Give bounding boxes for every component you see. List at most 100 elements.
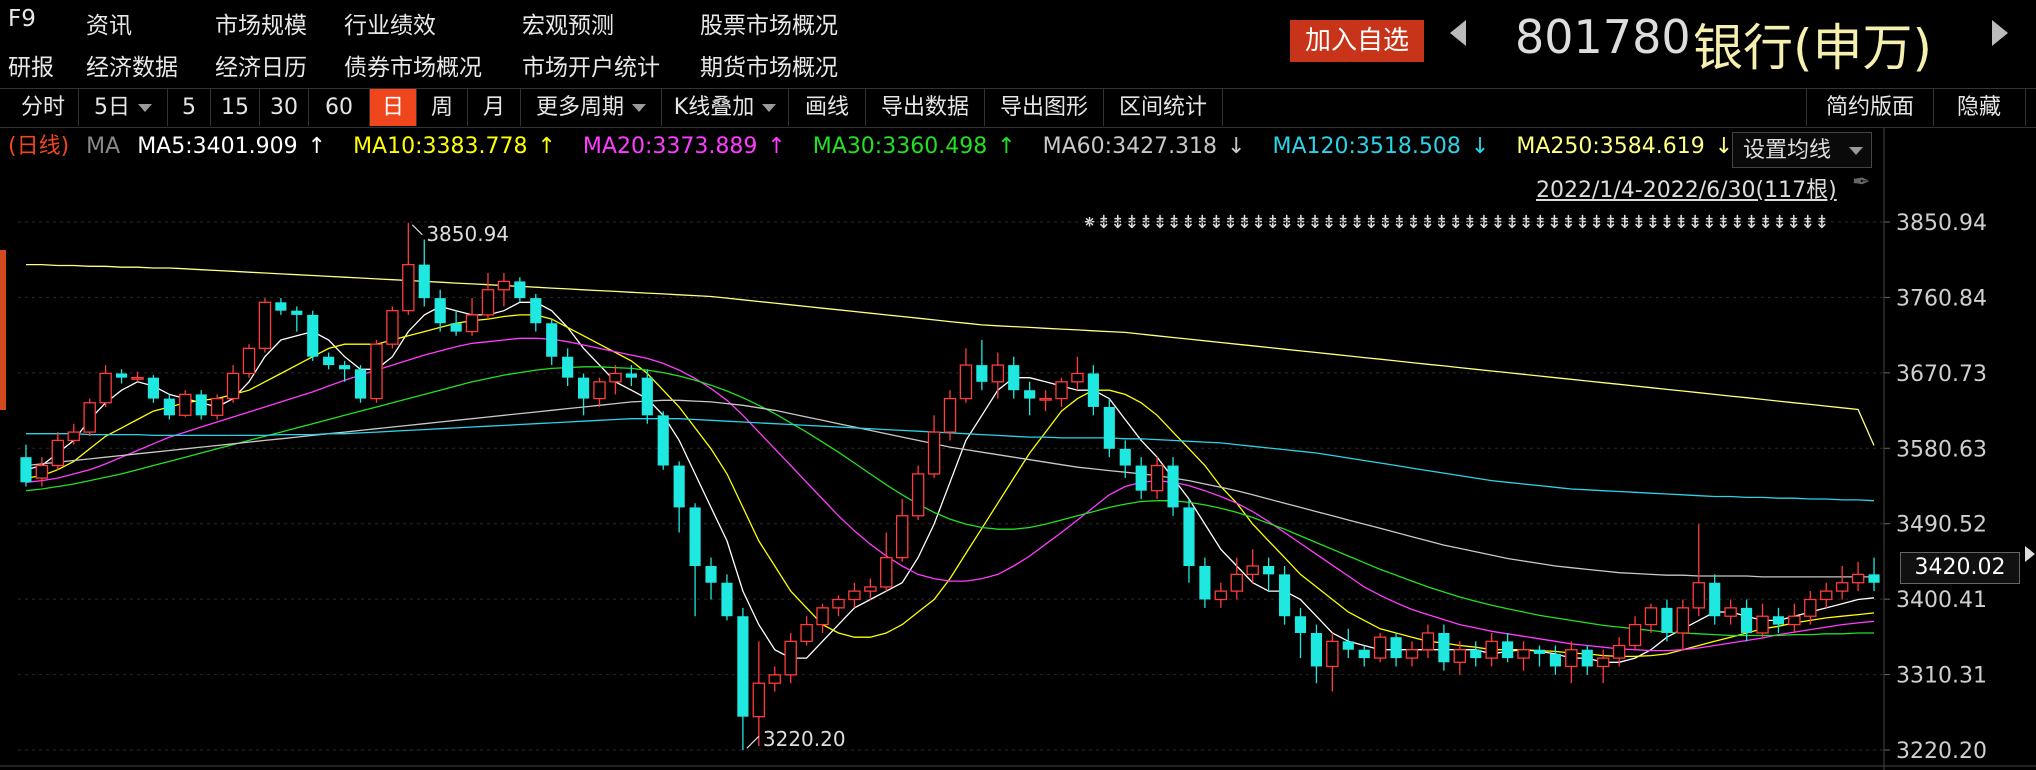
- candle-body: [800, 623, 813, 642]
- tab-5min[interactable]: 5: [168, 89, 211, 126]
- ma250-value: MA250:3584.619 ↓: [1516, 134, 1734, 159]
- kline-overlay-dropdown[interactable]: K线叠加: [662, 89, 789, 126]
- candle-body: [1183, 507, 1195, 567]
- candle-body: [1581, 649, 1593, 667]
- candle-body: [1549, 653, 1561, 667]
- high-price-label: 3850.94: [426, 222, 509, 246]
- candle-body: [1103, 406, 1115, 449]
- grid-lines: [0, 128, 2036, 770]
- candle-body: [1326, 640, 1339, 668]
- tab-30min[interactable]: 30: [260, 89, 309, 126]
- candle-body: [131, 377, 144, 380]
- tab-60min[interactable]: 60: [309, 89, 370, 126]
- candle-body: [275, 302, 287, 311]
- candle-body: [1119, 448, 1131, 466]
- candle-body: [465, 314, 479, 333]
- menu-futures-market-overview[interactable]: 期货市场概况: [700, 55, 838, 81]
- menu-stock-market-overview[interactable]: 股票市场概况: [700, 13, 838, 39]
- ma60-value: MA60:3427.318 ↓: [1042, 134, 1246, 159]
- add-to-favorites-button[interactable]: 加入自选: [1290, 20, 1424, 62]
- hide-button[interactable]: 隐藏: [1933, 89, 2026, 126]
- menu-macro-forecast[interactable]: 宏观预测: [522, 13, 614, 39]
- candle-body: [1167, 465, 1179, 508]
- export-chart-button[interactable]: 导出图形: [985, 89, 1104, 126]
- period-label: (日线): [8, 134, 70, 159]
- tab-15min[interactable]: 15: [211, 89, 260, 126]
- candle-body: [943, 397, 957, 433]
- candle-body: [1851, 573, 1865, 584]
- candle-body: [147, 377, 159, 399]
- menu-bond-market-overview[interactable]: 债券市场概况: [344, 55, 482, 81]
- tab-intraday[interactable]: 分时: [8, 89, 79, 126]
- ma-line-ma250: [26, 263, 1875, 446]
- low-arrow-icon: [746, 735, 760, 749]
- menu-market-size[interactable]: 市场规模: [215, 13, 307, 39]
- candle-body: [226, 372, 240, 400]
- y-tick-label: 3310.31: [1896, 664, 1987, 689]
- candle-body: [1150, 464, 1164, 492]
- candle-body: [864, 586, 877, 592]
- candle-body: [242, 347, 256, 375]
- candle-body: [546, 323, 558, 357]
- menu-account-opening-stats[interactable]: 市场开户统计: [522, 55, 660, 81]
- candle-body: [1342, 641, 1354, 650]
- side-drag-handle[interactable]: [0, 250, 6, 410]
- candle-body: [1804, 598, 1817, 617]
- candle-body: [673, 465, 685, 508]
- menu-news[interactable]: 资讯: [86, 13, 132, 39]
- y-axis-labels: 3850.94 3760.84 3670.73 3580.63 3490.52 3400.…: [1896, 211, 1987, 764]
- stock-code: 801780: [1515, 10, 1691, 64]
- candle-body: [1071, 372, 1084, 383]
- candle-body: [1868, 574, 1880, 583]
- candle-body: [1294, 616, 1307, 633]
- date-range-label[interactable]: 2022/1/4-2022/6/30(117根): [1536, 178, 1837, 203]
- candle-body: [1024, 390, 1036, 399]
- menu-economic-calendar[interactable]: 经济日历: [215, 55, 307, 81]
- tab-5day[interactable]: 5日: [79, 89, 168, 126]
- y-tick-label: 3760.84: [1896, 286, 1987, 311]
- chevron-down-icon: [1849, 147, 1863, 155]
- y-tick-label: 3850.94: [1896, 211, 1987, 236]
- interval-stats-button[interactable]: 区间统计: [1104, 89, 1223, 126]
- more-periods-dropdown[interactable]: 更多周期: [521, 89, 662, 126]
- compact-layout-button[interactable]: 简约版面: [1806, 89, 1934, 126]
- chevron-down-icon: [632, 104, 646, 112]
- candle-body: [434, 298, 446, 324]
- menu-industry-performance[interactable]: 行业绩效: [344, 13, 436, 39]
- candle-body: [370, 343, 383, 400]
- candle-body: [258, 301, 272, 350]
- set-ma-dropdown[interactable]: 设置均线: [1732, 132, 1872, 168]
- candle-body: [354, 369, 367, 399]
- candle-body: [179, 393, 192, 416]
- candle-body: [1756, 615, 1769, 634]
- y-tick-label: 3490.52: [1896, 513, 1987, 538]
- candle-body: [51, 439, 65, 467]
- candle-body: [1835, 582, 1849, 592]
- ma-line-ma5: [25, 301, 1875, 663]
- menu-f9[interactable]: F9: [8, 6, 36, 32]
- candle-body: [911, 473, 925, 517]
- tab-monthly[interactable]: 月: [468, 89, 521, 126]
- candle-body: [1008, 365, 1020, 391]
- draw-line-button[interactable]: 画线: [789, 89, 866, 126]
- ma-lines: [25, 263, 1875, 663]
- next-arrow-icon[interactable]: [1992, 20, 2008, 46]
- tab-weekly[interactable]: 周: [417, 89, 468, 126]
- export-data-button[interactable]: 导出数据: [866, 89, 985, 126]
- candle-body: [210, 397, 224, 416]
- candle-body: [1533, 649, 1546, 654]
- pin-icon[interactable]: ✒: [1852, 170, 1871, 195]
- candle-body: [1358, 649, 1370, 659]
- candle-body: [402, 263, 415, 312]
- menu-research[interactable]: 研报: [8, 55, 54, 81]
- tab-daily[interactable]: 日: [370, 89, 417, 126]
- candle-body: [784, 640, 797, 676]
- chevron-down-icon: [762, 104, 777, 112]
- candle-body: [307, 314, 319, 357]
- y-tick-label: 3400.41: [1896, 588, 1987, 613]
- menu-economic-data[interactable]: 经济数据: [86, 55, 178, 81]
- previous-arrow-icon[interactable]: [1450, 20, 1466, 46]
- candle-body: [1565, 649, 1578, 668]
- candle-body: [1485, 640, 1498, 659]
